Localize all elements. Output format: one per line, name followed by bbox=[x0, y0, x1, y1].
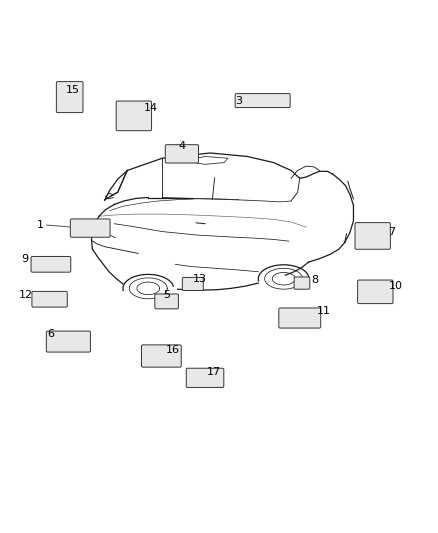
FancyBboxPatch shape bbox=[141, 345, 181, 367]
Text: 1: 1 bbox=[36, 220, 43, 230]
Text: 11: 11 bbox=[317, 306, 331, 316]
FancyBboxPatch shape bbox=[294, 277, 310, 289]
Text: 8: 8 bbox=[311, 274, 318, 285]
Text: 4: 4 bbox=[178, 141, 185, 151]
FancyBboxPatch shape bbox=[235, 94, 290, 108]
FancyBboxPatch shape bbox=[186, 368, 224, 387]
Text: 5: 5 bbox=[163, 290, 170, 300]
FancyBboxPatch shape bbox=[165, 144, 198, 163]
FancyBboxPatch shape bbox=[46, 331, 90, 352]
Text: 12: 12 bbox=[19, 290, 33, 300]
FancyBboxPatch shape bbox=[116, 101, 152, 131]
FancyBboxPatch shape bbox=[155, 294, 178, 309]
FancyBboxPatch shape bbox=[279, 308, 321, 328]
Text: 15: 15 bbox=[66, 85, 80, 95]
Text: 7: 7 bbox=[388, 227, 395, 237]
FancyBboxPatch shape bbox=[355, 223, 390, 249]
FancyBboxPatch shape bbox=[182, 277, 203, 290]
Text: 13: 13 bbox=[192, 274, 206, 284]
Text: 14: 14 bbox=[144, 103, 159, 114]
Text: 3: 3 bbox=[235, 95, 242, 106]
FancyBboxPatch shape bbox=[32, 292, 67, 307]
FancyBboxPatch shape bbox=[71, 219, 110, 237]
FancyBboxPatch shape bbox=[31, 256, 71, 272]
FancyBboxPatch shape bbox=[357, 280, 393, 304]
Text: 9: 9 bbox=[21, 254, 28, 264]
Text: 17: 17 bbox=[207, 367, 221, 377]
Text: 10: 10 bbox=[389, 281, 403, 291]
FancyBboxPatch shape bbox=[57, 82, 83, 112]
Text: 16: 16 bbox=[166, 345, 180, 356]
Text: 6: 6 bbox=[47, 329, 54, 339]
